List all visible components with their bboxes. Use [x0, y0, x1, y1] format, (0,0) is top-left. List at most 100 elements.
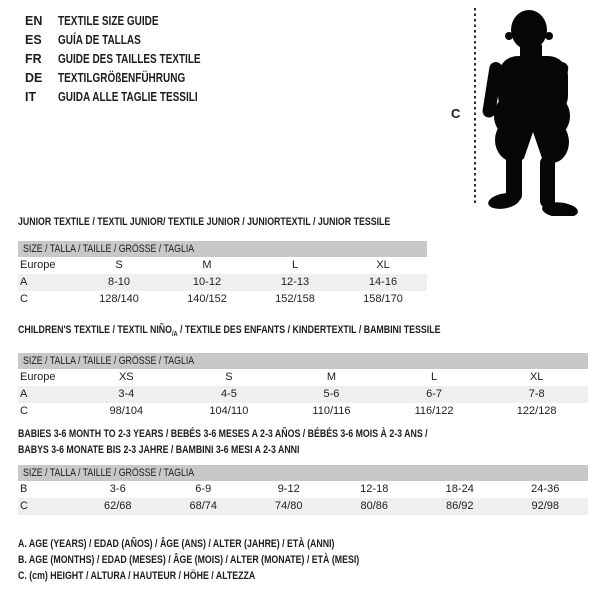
table-cell: 14-16 [368, 276, 398, 288]
table-row: C 128/140 140/152 152/158 158/170 [18, 291, 427, 308]
row-label: Europe [20, 371, 56, 384]
table-title-text: CHILDREN'S TEXTILE / TEXTIL NIÑO/A / TEX… [18, 324, 440, 341]
language-title: GUÍA DE TALLAS [58, 33, 141, 47]
table-cell: 7-8 [528, 388, 545, 401]
row-label: C [20, 500, 28, 512]
language-code: IT [25, 90, 37, 104]
table-cell: 4-5 [220, 388, 237, 401]
table-cell: 3-6 [109, 483, 126, 495]
table-row: C 62/68 68/74 74/80 80/86 86/92 92/98 [18, 498, 588, 515]
table-row: A 3-4 4-5 5-6 6-7 7-8 [18, 386, 588, 404]
table-title-text: BABYS 3-6 MONATE BIS 2-3 JAHRE / BAMBINI… [18, 442, 299, 458]
note-line: A. AGE (YEARS) / EDAD (AÑOS) / ÂGE (ANS)… [18, 536, 445, 552]
table-cell: 62/68 [103, 500, 132, 512]
table-title-line: BABYS 3-6 MONATE BIS 2-3 JAHRE / BAMBINI… [18, 442, 588, 458]
table-cell: 24-36 [531, 483, 560, 495]
table-row: C 98/104 104/110 110/116 116/122 122/128 [18, 403, 588, 420]
language-title: GUIDE DES TAILLES TEXTILE [58, 52, 201, 66]
babies-textile-table: BABIES 3-6 MONTH TO 2-3 YEARS / BEBÉS 3-… [18, 421, 588, 515]
table-cell: M [326, 371, 337, 384]
table-cell: S [225, 371, 233, 384]
table-cell: XS [118, 371, 134, 384]
table-rows: Europe XS S M L XL A 3-4 4-5 5-6 6-7 7-8 C 98/104 104/… [18, 369, 588, 420]
table-cell: 122/128 [516, 405, 557, 418]
table-cell: 74/80 [274, 500, 303, 512]
language-title: GUIDA ALLE TAGLIE TESSILI [58, 90, 198, 104]
table-title-text: BABIES 3-6 MONTH TO 2-3 YEARS / BEBÉS 3-… [18, 426, 428, 442]
note-text: A. AGE (YEARS) / EDAD (AÑOS) / ÂGE (ANS)… [18, 538, 335, 550]
table-cell: 68/74 [189, 500, 218, 512]
table-cell: 12-18 [360, 483, 389, 495]
height-label: C [451, 106, 461, 121]
table-cell: 104/110 [209, 405, 249, 418]
row-label: B [20, 483, 28, 495]
note-text: C. (cm) HEIGHT / ALTURA / HAUTEUR / HÖHE… [18, 570, 256, 582]
size-header-bar: SIZE / TALLA / TAILLE / GRÖSSE / TAGLIA [18, 465, 588, 481]
table-cell: 12-13 [280, 276, 310, 288]
language-row: FR GUIDE DES TAILLES TEXTILE [25, 50, 236, 69]
note-line: C. (cm) HEIGHT / ALTURA / HAUTEUR / HÖHE… [18, 568, 445, 584]
table-cell: 9-12 [277, 483, 300, 495]
table-cell: L [431, 371, 438, 384]
height-measure-line [474, 8, 476, 206]
table-title-text: JUNIOR TEXTILE / TEXTIL JUNIOR/ TEXTILE … [18, 216, 390, 229]
table-cell: M [202, 259, 212, 271]
size-header-bar: SIZE / TALLA / TAILLE / GRÖSSE / TAGLIA [18, 353, 588, 370]
language-row: IT GUIDA ALLE TAGLIE TESSILI [25, 88, 236, 107]
table-cell: 158/170 [363, 293, 403, 305]
table-cell: 80/86 [360, 500, 389, 512]
table-title-segment: CHILDREN'S TEXTILE / TEXTIL NIÑO [18, 324, 172, 336]
table-title: JUNIOR TEXTILE / TEXTIL JUNIOR/ TEXTILE … [18, 216, 427, 229]
size-header-text: SIZE / TALLA / TAILLE / GRÖSSE / TAGLIA [23, 355, 195, 368]
table-cell: 92/98 [531, 500, 560, 512]
language-list: EN TEXTILE SIZE GUIDE ES GUÍA DE TALLAS FR GU… [25, 12, 236, 107]
table-title-line: CHILDREN'S TEXTILE / TEXTIL NIÑO/A / TEX… [18, 324, 588, 341]
table-cell: XL [376, 259, 390, 271]
table-rows: Europe S M L XL A 8-10 10-12 12-13 14-16 C 128/140 1… [18, 257, 427, 308]
table-title-segment: BABIES 3-6 MONTH TO 2-3 YEARS / BEBÉS 3-… [18, 428, 428, 440]
language-code: DE [25, 71, 43, 85]
language-code: EN [25, 14, 43, 28]
size-header-text: SIZE / TALLA / TAILLE / GRÖSSE / TAGLIA [23, 467, 195, 479]
table-cell: L [291, 259, 299, 271]
table-cell: 5-6 [323, 388, 340, 401]
language-title: TEXTILGRÖßENFÜHRUNG [58, 71, 186, 85]
table-row: A 8-10 10-12 12-13 14-16 [18, 274, 427, 291]
table-title-subscript: /A [171, 331, 178, 339]
note-line: B. AGE (MONTHS) / EDAD (MESES) / ÂGE (MO… [18, 552, 445, 568]
childrens-textile-table: CHILDREN'S TEXTILE / TEXTIL NIÑO/A / TEX… [18, 318, 588, 420]
language-code: FR [25, 52, 42, 66]
table-cell: 6-9 [195, 483, 212, 495]
row-label: Europe [20, 259, 56, 271]
table-row: Europe S M L XL [18, 257, 427, 274]
table-title-segment: BABYS 3-6 MONATE BIS 2-3 JAHRE / BAMBINI… [18, 444, 300, 456]
table-cell: 10-12 [192, 276, 222, 288]
language-title: TEXTILE SIZE GUIDE [58, 14, 159, 28]
language-row: DE TEXTILGRÖßENFÜHRUNG [25, 69, 236, 88]
size-header-bar: SIZE / TALLA / TAILLE / GRÖSSE / TAGLIA [18, 241, 427, 257]
row-label: A [20, 276, 28, 288]
legend-notes: A. AGE (YEARS) / EDAD (AÑOS) / ÂGE (ANS)… [18, 536, 445, 584]
size-header-text: SIZE / TALLA / TAILLE / GRÖSSE / TAGLIA [23, 243, 195, 255]
note-text: B. AGE (MONTHS) / EDAD (MESES) / ÂGE (MO… [18, 554, 360, 566]
baby-silhouette-icon [482, 10, 578, 216]
table-title-segment: / TEXTILE DES ENFANTS / KINDERTEXTIL / B… [177, 324, 441, 336]
table-cell: 86/92 [445, 500, 474, 512]
table-title-segment: JUNIOR TEXTILE / TEXTIL JUNIOR/ TEXTILE … [18, 216, 391, 228]
table-title: BABIES 3-6 MONTH TO 2-3 YEARS / BEBÉS 3-… [18, 426, 588, 458]
table-cell: 8-10 [107, 276, 131, 288]
row-label: C [20, 293, 28, 305]
table-cell: 110/116 [312, 405, 351, 418]
table-cell: 3-4 [118, 388, 135, 401]
table-cell: 116/122 [414, 405, 454, 418]
junior-textile-table: JUNIOR TEXTILE / TEXTIL JUNIOR/ TEXTILE … [18, 210, 427, 308]
language-row: ES GUÍA DE TALLAS [25, 31, 236, 50]
table-title-line: JUNIOR TEXTILE / TEXTIL JUNIOR/ TEXTILE … [18, 216, 427, 229]
table-title: CHILDREN'S TEXTILE / TEXTIL NIÑO/A / TEX… [18, 324, 588, 341]
language-row: EN TEXTILE SIZE GUIDE [25, 12, 236, 31]
table-title-line: BABIES 3-6 MONTH TO 2-3 YEARS / BEBÉS 3-… [18, 426, 588, 442]
table-rows: B 3-6 6-9 9-12 12-18 18-24 24-36 C 62/68 68/74 74/… [18, 481, 588, 515]
table-cell: 152/158 [275, 293, 315, 305]
language-code: ES [25, 33, 42, 47]
